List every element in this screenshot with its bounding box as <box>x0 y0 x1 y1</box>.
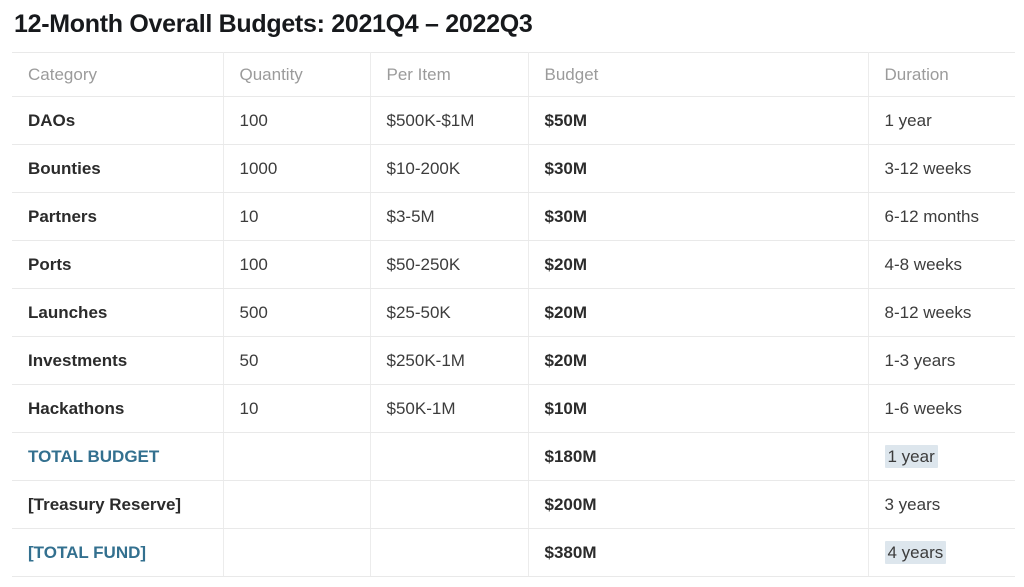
table-row: Bounties 1000 $10-200K $30M 3-12 weeks <box>12 144 1015 193</box>
cell-category: Launches <box>12 288 224 337</box>
col-header-duration: Duration <box>868 52 1015 97</box>
cell-budget: $10M <box>528 384 869 433</box>
cell-budget: $30M <box>528 192 869 241</box>
cell-duration: 1-6 weeks <box>868 384 1015 433</box>
cell-quantity: 50 <box>223 336 371 385</box>
duration-text: 3-12 weeks <box>884 158 972 178</box>
cell-per-item <box>370 528 529 577</box>
col-header-quantity: Quantity <box>223 52 371 97</box>
duration-text: 4-8 weeks <box>884 254 962 274</box>
cell-category: Partners <box>12 192 224 241</box>
table-row: Partners 10 $3-5M $30M 6-12 months <box>12 192 1015 241</box>
duration-text: 1-6 weeks <box>884 398 962 418</box>
table-row-total-fund: [TOTAL FUND] $380M 4 years <box>12 528 1015 577</box>
col-header-category: Category <box>12 52 224 97</box>
cell-per-item <box>370 480 529 529</box>
cell-budget: $20M <box>528 240 869 289</box>
cell-budget: $30M <box>528 144 869 193</box>
cell-budget: $20M <box>528 288 869 337</box>
duration-text: 3 years <box>884 494 941 514</box>
cell-category: [Treasury Reserve] <box>12 480 224 529</box>
duration-text: 1 year <box>884 110 932 130</box>
table-row: Investments 50 $250K-1M $20M 1-3 years <box>12 336 1015 385</box>
cell-category: DAOs <box>12 96 224 145</box>
cell-quantity: 500 <box>223 288 371 337</box>
cell-duration: 4-8 weeks <box>868 240 1015 289</box>
cell-quantity: 10 <box>223 384 371 433</box>
cell-duration: 8-12 weeks <box>868 288 1015 337</box>
cell-duration: 4 years <box>868 528 1015 577</box>
cell-quantity <box>223 480 371 529</box>
cell-category: TOTAL BUDGET <box>12 432 224 481</box>
header-row: Category Quantity Per Item Budget Durati… <box>12 52 1015 97</box>
duration-text: 6-12 months <box>884 206 980 226</box>
table-row: Hackathons 10 $50K-1M $10M 1-6 weeks <box>12 384 1015 433</box>
page-title: 12-Month Overall Budgets: 2021Q4 – 2022Q… <box>14 10 533 38</box>
duration-text-highlighted: 4 years <box>884 540 947 564</box>
cell-per-item: $250K-1M <box>370 336 529 385</box>
cell-quantity <box>223 528 371 577</box>
cell-duration: 6-12 months <box>868 192 1015 241</box>
cell-per-item: $3-5M <box>370 192 529 241</box>
cell-per-item: $25-50K <box>370 288 529 337</box>
cell-budget: $20M <box>528 336 869 385</box>
table-row: DAOs 100 $500K-$1M $50M 1 year <box>12 96 1015 145</box>
col-header-budget: Budget <box>528 52 869 97</box>
cell-per-item: $50-250K <box>370 240 529 289</box>
cell-quantity: 10 <box>223 192 371 241</box>
cell-duration: 3 years <box>868 480 1015 529</box>
cell-quantity: 1000 <box>223 144 371 193</box>
cell-quantity: 100 <box>223 96 371 145</box>
duration-text-highlighted: 1 year <box>884 444 938 468</box>
cell-budget: $200M <box>528 480 869 529</box>
budget-table: Category Quantity Per Item Budget Durati… <box>12 52 1015 577</box>
cell-category: [TOTAL FUND] <box>12 528 224 577</box>
table-row-total-budget: TOTAL BUDGET $180M 1 year <box>12 432 1015 481</box>
cell-quantity <box>223 432 371 481</box>
cell-category: Hackathons <box>12 384 224 433</box>
cell-per-item: $500K-$1M <box>370 96 529 145</box>
cell-duration: 3-12 weeks <box>868 144 1015 193</box>
table-row: Launches 500 $25-50K $20M 8-12 weeks <box>12 288 1015 337</box>
col-header-per-item: Per Item <box>370 52 529 97</box>
cell-per-item: $10-200K <box>370 144 529 193</box>
duration-text: 8-12 weeks <box>884 302 972 322</box>
cell-category: Bounties <box>12 144 224 193</box>
table-header: Category Quantity Per Item Budget Durati… <box>12 52 1015 97</box>
cell-category: Ports <box>12 240 224 289</box>
cell-per-item: $50K-1M <box>370 384 529 433</box>
cell-duration: 1-3 years <box>868 336 1015 385</box>
cell-budget: $50M <box>528 96 869 145</box>
cell-budget: $380M <box>528 528 869 577</box>
cell-budget: $180M <box>528 432 869 481</box>
cell-duration: 1 year <box>868 96 1015 145</box>
duration-text: 1-3 years <box>884 350 956 370</box>
table-row: Ports 100 $50-250K $20M 4-8 weeks <box>12 240 1015 289</box>
cell-category: Investments <box>12 336 224 385</box>
table-row-treasury-reserve: [Treasury Reserve] $200M 3 years <box>12 480 1015 529</box>
cell-per-item <box>370 432 529 481</box>
cell-duration: 1 year <box>868 432 1015 481</box>
cell-quantity: 100 <box>223 240 371 289</box>
